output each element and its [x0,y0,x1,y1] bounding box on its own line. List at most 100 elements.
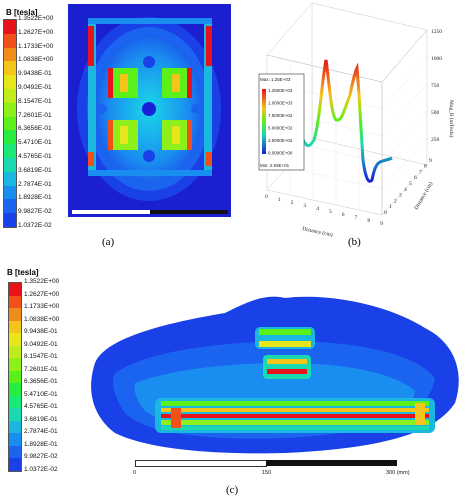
legend-entries-b: 1.2500E+03 1.0000E+03 7.5000E+02 5.0000E+02… [268,88,293,156]
legend-a-color-segment [4,199,16,214]
y-tick-label: 1 [389,204,392,210]
x-tick-label: 8 [367,218,370,224]
legend-c-color-segment [9,308,21,322]
legend-a-color-segment [4,213,16,228]
legend-a-color-segment [4,47,16,62]
legend-ticks-a: 1.3522E+00 1.2627E+00 1.1733E+00 1.0838E+00… [18,15,68,229]
legend-c-tick-label: 9.0492E-01 [24,340,58,348]
panel-c: B [tesla] 1.3522E+00 1.2627E+00 1.1733E+00… [0,258,474,498]
legend-a-tick-label: 7.2601E-01 [18,111,52,119]
x-tick-label: 2 [291,200,294,206]
x-axis-ticks-b: 0 1 2 3 4 5 6 7 8 9 [265,194,383,227]
legend-a-tick-label: 9.0492E-01 [18,84,52,91]
legend-c-color-segment [9,445,21,459]
caption-c: (c) [226,484,239,496]
legend-a-tick-label: 1.0372E-02 [18,222,52,229]
y-tick-label: 6 [414,175,417,181]
legend-c-tick-label: 8.1547E-01 [24,353,58,361]
legend-colorbar-c [8,282,22,472]
z-tick-label: 750 [431,83,440,89]
y-tick-label: 0 [384,210,387,216]
legend-c-tick-label: 9.9438E-01 [24,328,58,336]
legend-min-b: Min: 2.83E+01 [260,163,290,168]
legend-c-tick-label: 1.1733E+00 [24,303,60,311]
legend-entry-b: 5.0000E+02 [268,126,293,131]
legend-ticks-c: 1.3522E+00 1.2627E+00 1.1733E+00 1.0838E+00… [24,278,79,478]
z-axis-ticks-b: 1250 1000 750 500 250 [431,29,442,143]
legend-entry-b: 7.5000E+02 [268,113,293,118]
legend-c-color-segment [9,458,21,472]
legend-entry-b: 1.0000E+03 [268,101,293,106]
legend-a-color-segment [4,33,16,49]
x-tick-label: 4 [316,206,319,212]
legend-c-tick-label: 1.3522E+00 [24,278,60,285]
y-tick-label: 8 [424,164,427,170]
scale-bar-c [135,460,398,467]
legend-a-tick-label: 6.3656E-01 [18,125,52,133]
legend-a-color-segment [4,158,16,173]
y-tick-label: 4 [404,187,407,193]
legend-a-color-segment [4,75,16,90]
legend-title-c: B [tesla] [7,268,39,277]
legend-a-tick-label: 1.8928E-01 [18,194,52,202]
caption-a: (a) [102,236,115,248]
legend-c-tick-label: 4.5765E-01 [24,403,58,411]
legend-c-color-segment [9,370,21,384]
legend-a-color-segment [4,102,16,118]
z-axis-label-b: Mag_B (mTesla) [448,100,455,138]
legend-a-tick-label: 1.0838E+00 [18,56,54,64]
z-tick-label: 500 [431,110,440,116]
y-tick-label: 3 [399,193,402,199]
caption-b: (b) [348,236,361,248]
legend-title-a: B [tesla] [6,8,38,17]
legend-c-tick-label: 2.7874E-01 [24,428,58,436]
x-tick-label: 9 [380,221,383,227]
legend-a-tick-label: 1.2627E+00 [18,28,54,36]
legend-a-color-segment [4,20,16,35]
x-tick-label: 3 [303,203,306,209]
z-tick-label: 250 [431,137,440,143]
field-plot-a [68,4,231,217]
x-tick-label: 7 [355,215,358,221]
legend-c-tick-label: 7.2601E-01 [24,365,58,373]
legend-c-tick-label: 6.3656E-01 [24,378,58,386]
legend-c-tick-label: 9.9827E-02 [24,453,58,461]
legend-a-tick-label: 9.9827E-02 [18,208,52,216]
legend-max-b: Max: 1.25E+03 [260,77,291,82]
y-tick-label: 7 [419,169,422,175]
legend-c-color-segment [9,408,21,422]
panel-b: Max: 1.25E+03 Min: 2.83E+01 1.2500E+03 1.… [232,0,474,250]
legend-c-tick-label: 1.2627E+00 [24,290,60,298]
x-tick-label: 1 [278,197,281,203]
legend-c-tick-label: 1.8928E-01 [24,440,58,448]
y-axis-label-b: Distance (cm) [413,181,435,211]
legend-c-color-segment [9,345,21,359]
surface-plot-b: Max: 1.25E+03 Min: 2.83E+01 1.2500E+031.… [258,2,455,238]
legend-c-color-segment [9,358,21,372]
legend-a-color-segment [4,144,16,159]
x-tick-label: 6 [342,212,345,218]
legend-c-tick-label: 3.6819E-01 [24,415,58,423]
legend-c-tick-label: 5.4710E-01 [24,390,58,398]
legend-a-color-segment [4,185,16,200]
field-plot-c [91,296,459,454]
legend-entry-b: 2.5000E+02 [268,138,293,143]
scale-label-300: 300 (mm) [386,470,410,476]
legend-a-tick-label: 1.3522E+00 [18,15,54,22]
legend-colorbar-a [3,19,17,228]
legend-a-color-segment [4,130,16,145]
legend-a-tick-label: 2.7874E-01 [18,180,52,188]
z-tick-label: 1250 [431,29,442,35]
legend-c-color-segment [9,333,21,347]
legend-a-tick-label: 3.6819E-01 [18,166,52,174]
legend-c-color-segment [9,295,21,309]
panel-a: B [tesla] 1.3522E+00 1.2627E+00 1.1733E+00… [0,0,232,250]
legend-a-tick-label: 5.4710E-01 [18,139,52,147]
legend-a-tick-label: 8.1547E-01 [18,97,52,105]
y-tick-label: 5 [409,181,412,187]
legend-entry-b: 1.2500E+03 [268,88,293,93]
z-tick-label: 1000 [431,56,442,62]
legend-a-color-segment [4,171,16,187]
legend-a-color-segment [4,89,16,104]
